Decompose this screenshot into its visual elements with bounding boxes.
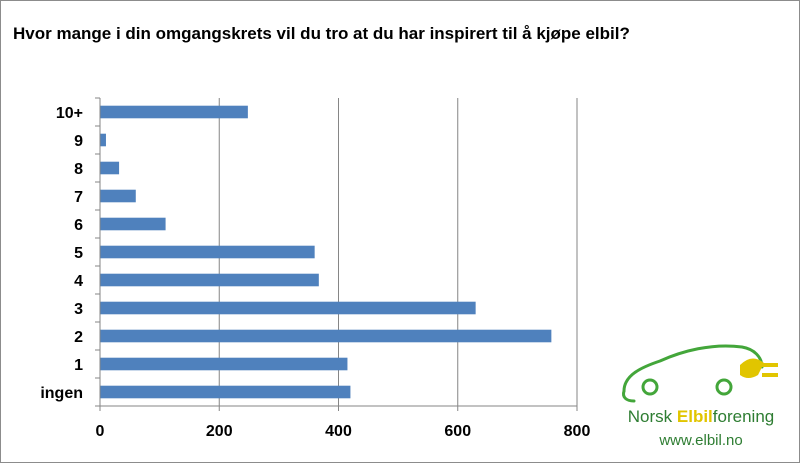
bar — [100, 161, 120, 175]
category-label: 4 — [74, 273, 83, 290]
bar — [100, 273, 319, 287]
logo-name-part1: Norsk — [627, 407, 677, 426]
category-label: 9 — [74, 133, 83, 150]
axes — [95, 97, 578, 411]
x-tick-labels: 0 200 400 600 800 — [96, 423, 591, 440]
category-label: 2 — [74, 329, 83, 346]
category-label: 7 — [74, 189, 83, 206]
x-tick-label: 600 — [444, 423, 471, 440]
logo-name-part3: forening — [712, 407, 775, 426]
bar — [100, 357, 348, 371]
x-tick-label: 200 — [206, 423, 233, 440]
category-label: 1 — [74, 357, 83, 374]
category-label: ingen — [40, 385, 83, 402]
x-tick-label: 800 — [564, 423, 591, 440]
bars — [100, 105, 552, 399]
bar — [100, 133, 106, 147]
logo-url: www.elbil.no — [659, 432, 743, 449]
category-label: 3 — [74, 301, 83, 318]
bar — [100, 105, 248, 119]
bar — [100, 385, 351, 399]
bar — [100, 329, 552, 343]
category-label: 8 — [74, 161, 83, 178]
car-logo-icon — [622, 344, 778, 403]
logo-name-part2: Elbil — [676, 407, 713, 426]
category-labels: 10+ 9 8 7 6 5 4 3 2 1 ingen — [40, 105, 83, 402]
bar — [100, 217, 166, 231]
logo-name: Norsk Elbilforening — [612, 407, 790, 427]
bar — [100, 189, 136, 203]
category-label: 6 — [74, 217, 83, 234]
category-label: 10+ — [56, 105, 83, 122]
category-label: 5 — [74, 245, 83, 262]
chart-title: Hvor mange i din omgangskrets vil du tro… — [13, 24, 630, 43]
bar — [100, 245, 315, 259]
x-tick-label: 400 — [325, 423, 352, 440]
bar — [100, 301, 476, 315]
norsk-elbilforening-logo: Norsk Elbilforening www.elbil.no — [612, 335, 792, 455]
x-tick-label: 0 — [96, 423, 105, 440]
